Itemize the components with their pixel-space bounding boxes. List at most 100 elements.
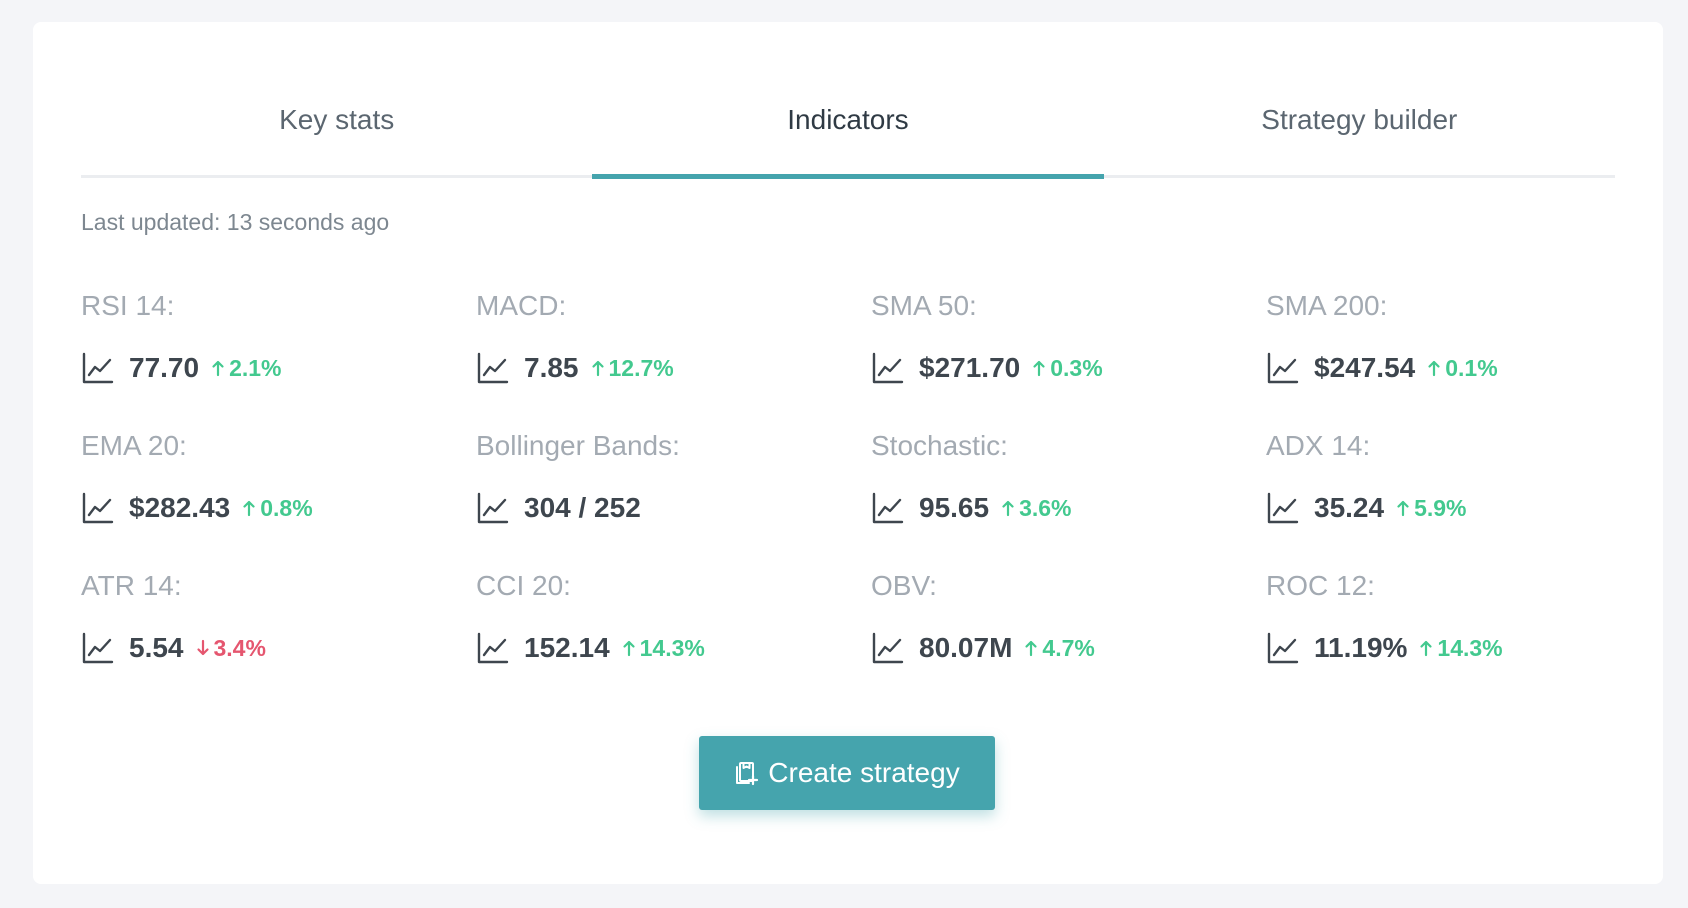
arrow-up-icon: [211, 359, 225, 377]
arrow-up-icon: [1001, 499, 1015, 517]
indicator-cell: EMA 20: $282.43 0.8%: [81, 430, 476, 570]
indicator-change: 0.1%: [1427, 354, 1498, 382]
indicator-cell: MACD: 7.85 12.7%: [476, 290, 871, 430]
arrow-up-icon: [1024, 639, 1038, 657]
indicator-value-row: 152.14 14.3%: [476, 628, 705, 668]
line-chart-icon: [476, 491, 510, 525]
indicator-value: 35.24: [1314, 492, 1385, 523]
indicator-value: $282.43: [129, 492, 231, 523]
arrow-up-icon: [1032, 359, 1046, 377]
line-chart-icon: [871, 351, 905, 385]
indicator-change-text: 0.3%: [1050, 354, 1103, 381]
indicator-cell: RSI 14: 77.70 2.1%: [81, 290, 476, 430]
indicator-value-row: 304 / 252: [476, 488, 653, 528]
clipboard-plus-icon: [734, 760, 760, 786]
line-chart-icon: [1266, 351, 1300, 385]
indicator-label: CCI 20:: [476, 570, 571, 601]
indicator-value: $271.70: [919, 352, 1021, 383]
arrow-up-icon: [591, 359, 605, 377]
indicator-change-text: 14.3%: [639, 634, 705, 661]
create-strategy-button[interactable]: Create strategy: [699, 736, 995, 810]
arrow-up-icon: [1419, 639, 1433, 657]
indicator-value: 5.54: [129, 632, 184, 663]
arrow-up-icon: [1427, 359, 1441, 377]
indicator-value: 152.14: [524, 632, 610, 663]
line-chart-icon: [1266, 631, 1300, 665]
arrow-down-icon: [196, 639, 210, 657]
indicator-label: RSI 14:: [81, 290, 175, 321]
indicator-label: SMA 50:: [871, 290, 977, 321]
indicator-change-text: 5.9%: [1414, 494, 1467, 521]
indicator-value-row: 7.85 12.7%: [476, 348, 674, 388]
indicator-value-row: $282.43 0.8%: [81, 488, 313, 528]
indicator-value-row: 5.54 3.4%: [81, 628, 266, 668]
indicator-cell: CCI 20: 152.14 14.3%: [476, 570, 871, 710]
indicator-label: Bollinger Bands:: [476, 430, 680, 461]
indicator-change: 2.1%: [211, 354, 282, 382]
indicator-label: Stochastic:: [871, 430, 1008, 461]
indicators-grid: RSI 14: 77.70 2.1% MACD: 7.85 12.7% SMA 50: $27…: [81, 290, 1661, 710]
indicator-change-text: 3.4%: [213, 634, 266, 661]
indicator-change: 4.7%: [1024, 634, 1095, 662]
indicator-cell: SMA 50: $271.70 0.3%: [871, 290, 1266, 430]
indicator-change-text: 14.3%: [1437, 634, 1503, 661]
line-chart-icon: [871, 631, 905, 665]
indicator-change-text: 12.7%: [608, 354, 674, 381]
indicator-label: EMA 20:: [81, 430, 187, 461]
indicator-change-text: 3.6%: [1019, 494, 1072, 521]
indicator-label: ROC 12:: [1266, 570, 1375, 601]
line-chart-icon: [81, 491, 115, 525]
indicator-change: 12.7%: [591, 355, 674, 382]
line-chart-icon: [81, 351, 115, 385]
indicator-change-text: 0.1%: [1445, 354, 1498, 381]
last-updated-text: Last updated: 13 seconds ago: [81, 209, 390, 235]
indicator-value-row: 35.24 5.9%: [1266, 488, 1467, 528]
tab-indicators[interactable]: Indicators: [592, 88, 1104, 179]
tab-strategy-builder[interactable]: Strategy builder: [1261, 103, 1458, 135]
arrow-up-icon: [242, 499, 256, 517]
indicator-label: ATR 14:: [81, 570, 182, 601]
indicator-cell: ADX 14: 35.24 5.9%: [1266, 430, 1661, 570]
indicator-label: SMA 200:: [1266, 290, 1388, 321]
indicator-value: 80.07M: [919, 632, 1013, 663]
indicator-cell: OBV: 80.07M 4.7%: [871, 570, 1266, 710]
indicator-value-row: $247.54 0.1%: [1266, 348, 1498, 388]
indicator-label: ADX 14:: [1266, 430, 1371, 461]
create-strategy-label: Create strategy: [768, 757, 960, 788]
line-chart-icon: [81, 631, 115, 665]
indicator-value-row: $271.70 0.3%: [871, 348, 1103, 388]
indicator-value-row: 77.70 2.1%: [81, 348, 282, 388]
indicator-change-text: 2.1%: [229, 354, 282, 381]
indicators-card: Key stats Indicators Strategy builder La…: [33, 22, 1663, 884]
indicator-cell: SMA 200: $247.54 0.1%: [1266, 290, 1661, 430]
indicator-label: OBV:: [871, 570, 937, 601]
indicator-cell: ROC 12: 11.19% 14.3%: [1266, 570, 1661, 710]
line-chart-icon: [476, 631, 510, 665]
indicator-cell: Bollinger Bands: 304 / 252: [476, 430, 871, 570]
indicator-value: 95.65: [919, 492, 990, 523]
tab-key-stats[interactable]: Key stats: [279, 103, 395, 135]
indicator-value: 7.85: [524, 352, 579, 383]
indicator-value: 77.70: [129, 352, 200, 383]
indicator-change-text: 4.7%: [1042, 634, 1095, 661]
indicator-value: 304 / 252: [524, 492, 641, 523]
tab-bar: Key stats Indicators Strategy builder: [81, 88, 1615, 179]
line-chart-icon: [1266, 491, 1300, 525]
indicator-change-text: 0.8%: [260, 494, 313, 521]
indicator-value-row: 80.07M 4.7%: [871, 628, 1095, 668]
line-chart-icon: [871, 491, 905, 525]
indicator-value: 11.19%: [1314, 632, 1408, 663]
arrow-up-icon: [622, 639, 636, 657]
line-chart-icon: [476, 351, 510, 385]
indicator-change: 5.9%: [1396, 494, 1467, 522]
indicator-label: MACD:: [476, 290, 567, 321]
indicator-change: 14.3%: [622, 635, 705, 662]
indicator-change: 0.8%: [242, 494, 313, 522]
indicator-cell: ATR 14: 5.54 3.4%: [81, 570, 476, 710]
indicator-value-row: 11.19% 14.3%: [1266, 628, 1503, 668]
indicator-cell: Stochastic: 95.65 3.6%: [871, 430, 1266, 570]
indicator-change: 0.3%: [1032, 354, 1103, 382]
indicator-change: 14.3%: [1419, 634, 1503, 662]
indicator-value: $247.54: [1314, 352, 1416, 383]
arrow-up-icon: [1396, 499, 1410, 517]
